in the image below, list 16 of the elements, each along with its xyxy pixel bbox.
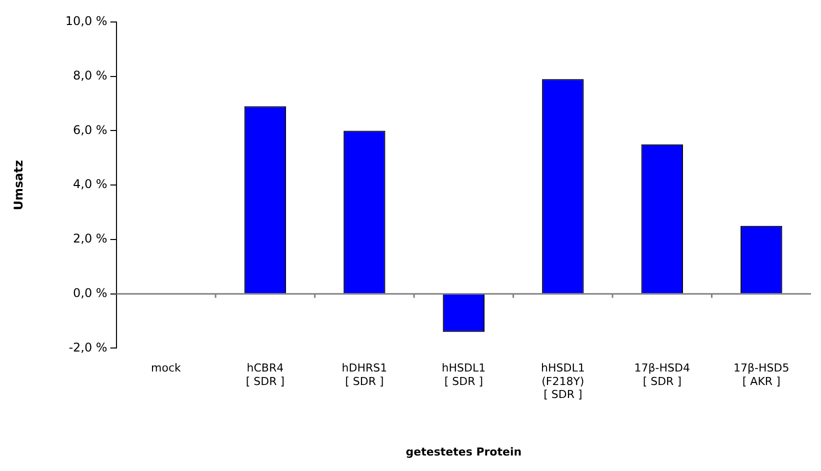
y-axis-title: Umsatz xyxy=(11,160,26,210)
x-tick-label: 17β-HSD4 [ SDR ] xyxy=(634,362,690,388)
x-tick-label: hCBR4 [ SDR ] xyxy=(246,362,285,388)
x-tick-label: hHSDL1 [ SDR ] xyxy=(442,362,486,388)
x-tick-label: hHSDL1 (F218Y) [ SDR ] xyxy=(540,362,585,402)
x-axis-title: getestetes Protein xyxy=(406,445,522,458)
y-tick-label: 0,0 % xyxy=(73,286,108,300)
y-tick-label: 6,0 % xyxy=(73,122,108,137)
y-tick-label: 4,0 % xyxy=(73,177,108,192)
x-tick-label: 17β-HSD5 [ AKR ] xyxy=(734,362,790,388)
x-tick-label: hDHRS1 [ SDR ] xyxy=(342,362,388,388)
y-tick-label: -2,0 % xyxy=(68,340,108,354)
x-tick-label: mock xyxy=(151,362,182,375)
y-tick-label: 10,0 % xyxy=(65,14,108,28)
y-tick-label: 2,0 % xyxy=(73,232,108,246)
y-tick-label: 8,0 % xyxy=(73,68,108,82)
